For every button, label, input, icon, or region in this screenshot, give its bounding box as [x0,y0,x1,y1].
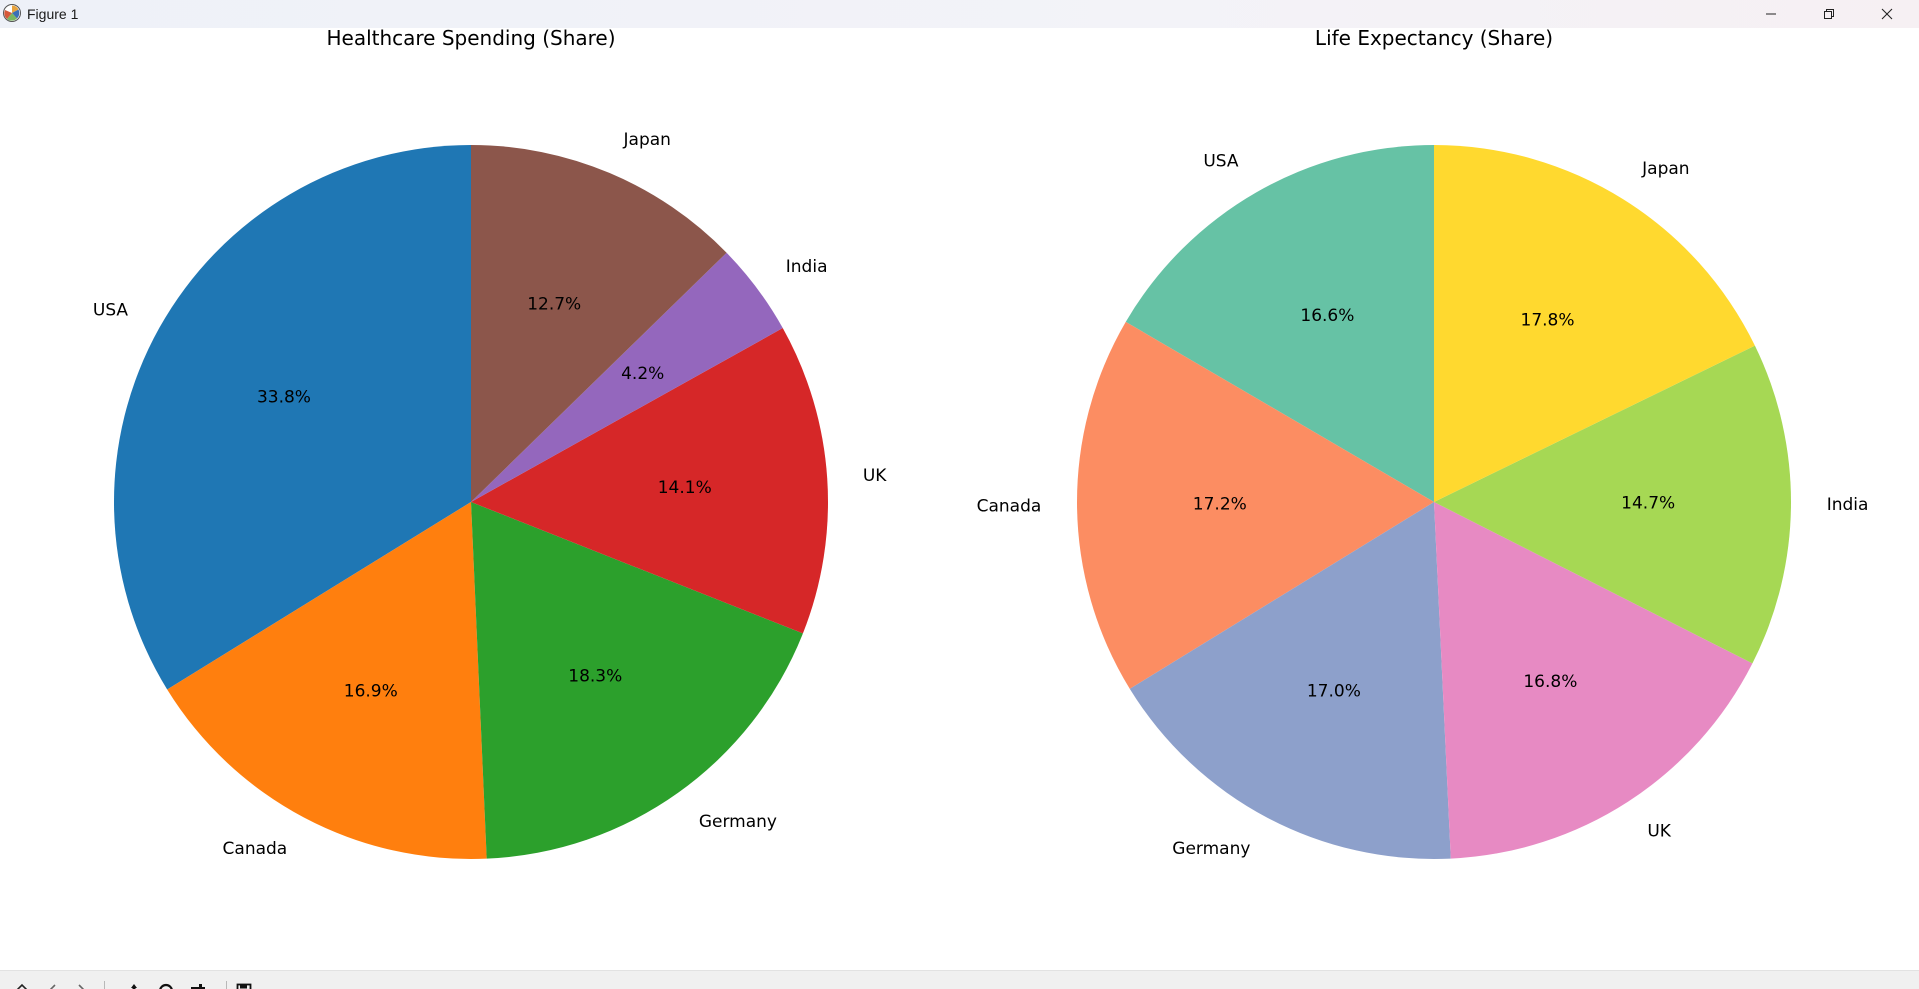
toolbar-separator [226,981,227,989]
slice-category-label: USA [1203,151,1239,171]
slice-percent-label: 17.0% [1307,681,1361,701]
slice-category-label: Germany [699,812,777,832]
pan-icon[interactable] [126,983,142,989]
slice-category-label: Canada [977,496,1042,516]
pie-slice [1129,502,1451,859]
pie-slice [1434,502,1753,859]
pie-slice [113,145,471,690]
slice-percent-label: 14.7% [1621,494,1675,514]
slice-percent-label: 17.2% [1193,494,1247,514]
pie-life-expectancy: 16.6% USA 17.2% Canada 17.0% Germany 16.8% UK 14… [977,145,1869,859]
slice-percent-label: 16.8% [1523,672,1577,692]
slice-percent-label: 12.7% [527,295,581,315]
pie-slice [471,502,803,859]
window-title: Figure 1 [27,6,79,22]
pie-slice [1077,321,1434,689]
pie-slice [471,144,727,502]
slice-category-label: India [1827,495,1869,515]
configure-subplots-icon[interactable] [190,983,206,989]
close-icon [1881,8,1893,20]
minimize-button[interactable] [1742,0,1800,28]
close-button[interactable] [1858,0,1916,28]
save-icon[interactable] [236,983,252,989]
slice-percent-label: 17.8% [1521,310,1575,330]
chart-title-life-expectancy: Life Expectancy (Share) [1315,28,1553,50]
pie-slice [471,252,783,502]
slice-category-label: Germany [1172,839,1250,859]
restore-icon [1824,9,1834,19]
matplotlib-logo-icon [3,4,21,22]
slice-percent-label: 14.1% [658,478,712,498]
home-icon[interactable] [14,983,30,989]
slice-category-label: USA [93,301,129,321]
pie-slice [1434,145,1755,502]
slice-percent-label: 16.6% [1300,306,1354,326]
minimize-icon [1766,13,1776,15]
pie-healthcare-spending: 33.8% USA 16.9% Canada 18.3% Germany 14.1% UK 4.… [93,130,887,859]
slice-percent-label: 18.3% [568,666,622,686]
forward-icon[interactable] [74,983,90,989]
title-bar[interactable]: Figure 1 [0,0,1919,28]
slice-percent-label: 16.9% [344,681,398,701]
slice-category-label: Japan [623,130,671,150]
slice-category-label: Canada [223,839,288,859]
pie-slice [471,328,828,634]
figure-svg: Healthcare Spending (Share) Life Expecta… [93,26,1869,859]
maximize-button[interactable] [1800,0,1858,28]
slice-category-label: Japan [1641,159,1689,179]
pie-slice [1125,145,1434,502]
slice-category-label: UK [1647,822,1671,842]
slice-percent-label: 4.2% [621,364,664,384]
slice-percent-label: 33.8% [257,388,311,408]
figure-canvas: Healthcare Spending (Share) Life Expecta… [0,26,1919,970]
slice-category-label: UK [863,466,887,486]
pie-slice [1434,345,1792,664]
navigation-toolbar [0,970,1919,989]
slice-category-label: India [786,257,828,277]
back-icon[interactable] [44,983,60,989]
chart-title-healthcare: Healthcare Spending (Share) [326,28,615,50]
pie-slice [167,502,487,859]
zoom-icon[interactable] [158,983,174,989]
toolbar-separator [104,981,105,989]
